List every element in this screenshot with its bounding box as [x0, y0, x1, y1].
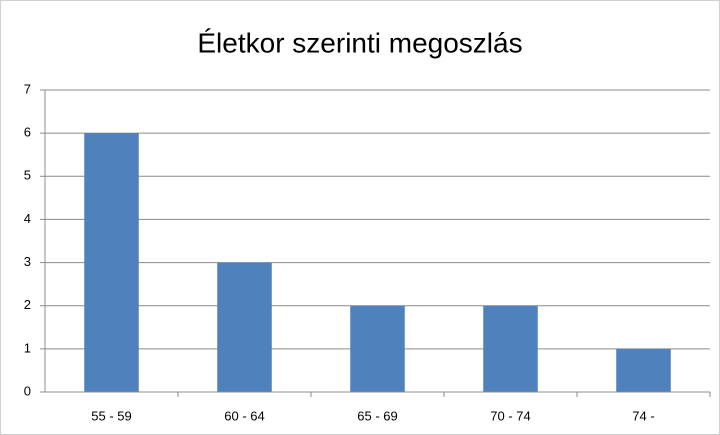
y-tick-label: 4	[24, 211, 31, 226]
y-tick-label: 7	[24, 81, 31, 96]
y-tick-label: 1	[24, 340, 31, 355]
y-tick-label: 2	[24, 297, 31, 312]
y-tick-label: 5	[24, 168, 31, 183]
bar	[350, 305, 405, 392]
x-tick-label: 55 - 59	[91, 408, 131, 423]
x-tick-label: 70 - 74	[490, 408, 530, 423]
x-tick-label: 65 - 69	[357, 408, 397, 423]
y-tick-label: 0	[24, 383, 31, 398]
bar	[616, 348, 671, 392]
bar	[84, 133, 139, 392]
chart-title: Életkor szerinti megoszlás	[197, 27, 522, 58]
x-tick-label: 60 - 64	[224, 408, 264, 423]
y-tick-label: 6	[24, 125, 31, 140]
y-tick-label: 3	[24, 254, 31, 269]
x-tick-label: 74 -	[632, 408, 654, 423]
bar	[217, 262, 272, 392]
bar	[483, 305, 538, 392]
